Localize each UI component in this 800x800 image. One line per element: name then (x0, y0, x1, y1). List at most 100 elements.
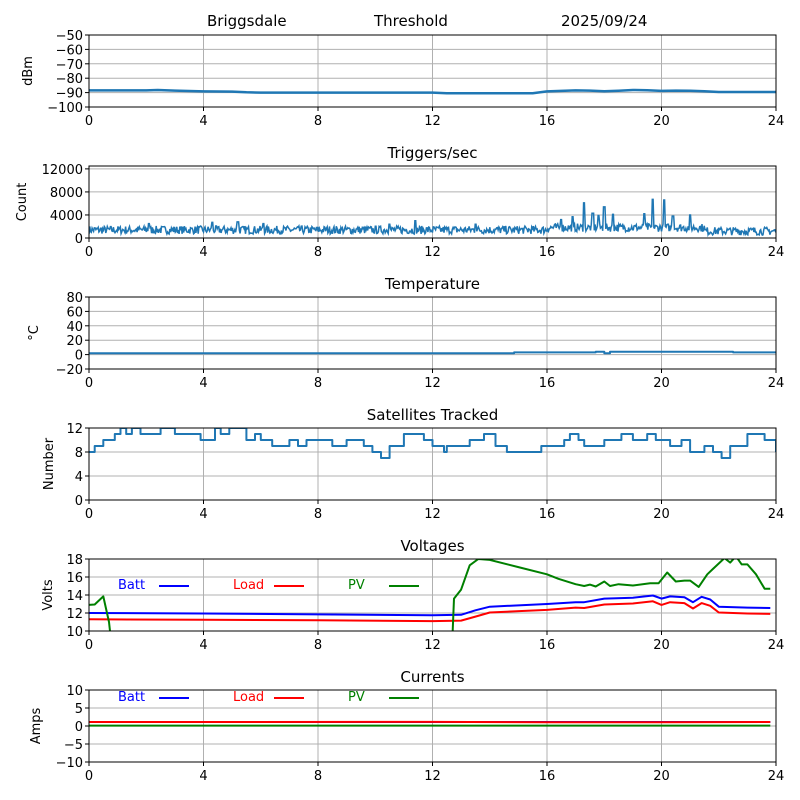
y-tick-label: −60 (56, 43, 83, 58)
legend-label-load: Load (233, 690, 264, 705)
y-tick-label: 0 (75, 232, 83, 247)
x-tick-label: 20 (653, 507, 670, 522)
y-axis-label: Count (15, 183, 30, 222)
y-tick-label: 10 (66, 625, 83, 640)
x-tick-label: 20 (653, 114, 670, 129)
y-axis-label: Amps (29, 707, 44, 744)
y-tick-label: −70 (56, 58, 83, 73)
y-tick-label: 0 (75, 720, 83, 735)
y-tick-label: −10 (56, 756, 83, 771)
y-tick-label: 8 (75, 446, 83, 461)
x-tick-label: 4 (199, 769, 207, 784)
chart-title: Temperature (384, 275, 480, 293)
x-tick-label: 8 (314, 376, 322, 391)
legend-label-batt: Batt (118, 578, 145, 593)
x-tick-label: 8 (314, 638, 322, 653)
x-tick-label: 24 (768, 245, 785, 260)
y-tick-label: 80 (66, 291, 83, 306)
panel-currents: 0 4 8 12 16 20 24 −10 −5 0 5 10 Currents Amps Batt Load… (29, 668, 784, 784)
x-tick-label: 16 (539, 114, 556, 129)
x-tick-label: 0 (85, 114, 93, 129)
series-line-temp (89, 350, 776, 355)
x-tick-label: 12 (424, 376, 441, 391)
x-tick-label: 4 (199, 507, 207, 522)
chart-title: Currents (400, 668, 464, 686)
header-date: 2025/09/24 (561, 12, 648, 30)
x-tick-label: 24 (768, 769, 785, 784)
chart-title: Triggers/sec (387, 144, 478, 162)
y-axis-label: Volts (41, 579, 56, 611)
x-tick-label: 12 (424, 245, 441, 260)
y-tick-label: 20 (66, 334, 83, 349)
x-tick-label: 8 (314, 245, 322, 260)
series-group (89, 720, 771, 727)
panel-triggers: 0 4 8 12 16 20 24 0 4000 8000 12000 Triggers/sec Cou… (15, 144, 784, 260)
series-line-count (89, 198, 776, 238)
y-axis-label: °C (27, 325, 42, 341)
y-tick-label: 10 (66, 684, 83, 699)
x-tick-label: 4 (199, 638, 207, 653)
x-tick-label: 24 (768, 507, 785, 522)
x-tick-label: 12 (424, 769, 441, 784)
x-tick-label: 0 (85, 376, 93, 391)
header-site: Briggsdale (207, 12, 287, 30)
x-tick-label: 16 (539, 638, 556, 653)
y-tick-label: 5 (75, 702, 83, 717)
header-mode: Threshold (374, 12, 448, 30)
y-axis-label: dBm (21, 56, 36, 86)
y-tick-label: −90 (56, 87, 83, 102)
x-tick-label: 16 (539, 376, 556, 391)
legend-label-pv: PV (348, 578, 365, 593)
y-tick-label: 60 (66, 305, 83, 320)
x-tick-label: 0 (85, 245, 93, 260)
x-tick-label: 12 (424, 638, 441, 653)
legend-label-pv: PV (348, 690, 365, 705)
x-tick-label: 8 (314, 114, 322, 129)
y-tick-label: 8000 (50, 186, 83, 201)
x-tick-label: 0 (85, 769, 93, 784)
series-line-sats (89, 428, 776, 459)
series-line-batt (89, 594, 771, 617)
x-tick-label: 4 (199, 376, 207, 391)
x-tick-label: 20 (653, 769, 670, 784)
panel-satellites: 0 4 8 12 16 20 24 0 4 8 12 Satellites Tracked Number (42, 406, 784, 522)
chart-title: Voltages (400, 537, 464, 555)
y-tick-label: −50 (56, 29, 83, 44)
series-group (89, 198, 776, 238)
x-tick-label: 4 (199, 245, 207, 260)
y-tick-label: 0 (75, 349, 83, 364)
y-tick-label: 18 (66, 553, 83, 568)
series-line-load (89, 600, 771, 623)
x-tick-label: 0 (85, 507, 93, 522)
series-group (89, 559, 771, 631)
y-tick-label: 16 (66, 571, 83, 586)
panel-noise: 0 4 8 12 16 20 24 −100−90−80−70−60−50 dBm (21, 29, 784, 129)
series-group (89, 428, 776, 459)
x-tick-label: 24 (768, 638, 785, 653)
x-tick-label: 20 (653, 376, 670, 391)
y-tick-label: 4 (75, 470, 83, 485)
chart-title: Satellites Tracked (367, 406, 498, 424)
series-group (89, 88, 776, 95)
y-tick-label: −5 (64, 738, 83, 753)
x-tick-label: 16 (539, 507, 556, 522)
x-tick-label: 16 (539, 245, 556, 260)
y-tick-label: 12 (66, 422, 83, 437)
y-axis-label: Number (42, 437, 57, 490)
x-tick-label: 8 (314, 507, 322, 522)
legend-label-load: Load (233, 578, 264, 593)
y-tick-label: 40 (66, 320, 83, 335)
y-tick-label: 0 (75, 494, 83, 509)
x-tick-label: 12 (424, 507, 441, 522)
panel-voltages: 0 4 8 12 16 20 24 10 12 14 16 18 Voltages Volts Batt Lo… (41, 537, 784, 653)
x-tick-label: 0 (85, 638, 93, 653)
y-tick-label: −80 (56, 72, 83, 87)
x-tick-label: 8 (314, 769, 322, 784)
x-tick-label: 24 (768, 114, 785, 129)
x-tick-label: 12 (424, 114, 441, 129)
series-line-dbm (89, 88, 776, 95)
y-tick-label: −20 (56, 363, 83, 378)
x-tick-label: 4 (199, 114, 207, 129)
